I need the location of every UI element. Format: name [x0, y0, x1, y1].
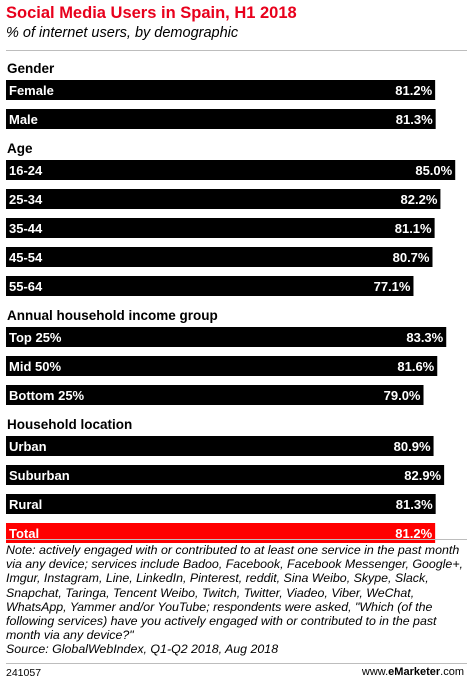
bar: [6, 436, 434, 456]
bar: [6, 160, 456, 180]
bar: [6, 189, 441, 209]
group-heading: Gender: [7, 61, 55, 76]
bar-value-label: 81.2%: [395, 83, 432, 98]
bar-label: 45-54: [9, 250, 43, 265]
bar: [6, 494, 436, 514]
group-heading: Household location: [7, 417, 132, 432]
note-text: Note: actively engaged with or contribut…: [6, 543, 463, 643]
bar: [6, 356, 438, 376]
brand-suffix: .com: [440, 666, 464, 678]
note-divider: [6, 539, 467, 540]
brand-prefix: www.: [361, 666, 389, 678]
brand-logo: www.eMarketer.com: [362, 666, 464, 678]
bar: [6, 327, 447, 347]
bar-value-label: 82.9%: [404, 468, 441, 483]
bar: [6, 276, 414, 296]
bar: [6, 523, 436, 543]
bar: [6, 109, 436, 129]
bar-value-label: 80.9%: [394, 439, 431, 454]
bar-value-label: 81.3%: [396, 112, 433, 127]
bar-label: Mid 50%: [9, 359, 61, 374]
bar-label: Male: [9, 112, 38, 127]
chart-title: Social Media Users in Spain, H1 2018: [6, 4, 297, 22]
footer-divider: [6, 663, 467, 664]
bar-label: Urban: [9, 439, 47, 454]
bar: [6, 247, 433, 267]
bar-value-label: 85.0%: [415, 163, 452, 178]
group-heading: Age: [7, 141, 33, 156]
bar-label: Suburban: [9, 468, 70, 483]
bar-label: 35-44: [9, 221, 43, 236]
group-heading: Annual household income group: [7, 308, 218, 323]
bar-label: Top 25%: [9, 330, 62, 345]
bar-label: 25-34: [9, 192, 43, 207]
bar: [6, 80, 436, 100]
bar-value-label: 79.0%: [384, 388, 421, 403]
chart-id: 241057: [6, 667, 42, 679]
bar-label: Bottom 25%: [9, 388, 85, 403]
bar: [6, 385, 424, 405]
bar-label: Rural: [9, 497, 42, 512]
bar-label: Female: [9, 83, 54, 98]
bar-label: 55-64: [9, 279, 43, 294]
bar-value-label: 81.1%: [395, 221, 432, 236]
source-text: Source: GlobalWebIndex, Q1-Q2 2018, Aug …: [6, 642, 279, 657]
bar: [6, 465, 445, 485]
bar-label: Total: [9, 526, 39, 541]
bar-value-label: 81.2%: [395, 526, 432, 541]
brand-name: eMarketer: [388, 666, 441, 678]
chart-subtitle: % of internet users, by demographic: [6, 25, 239, 41]
bar: [6, 218, 435, 238]
header-divider: [6, 50, 467, 51]
footnote: Note: actively engaged with or contribut…: [6, 543, 464, 657]
bar-value-label: 83.3%: [406, 330, 443, 345]
bar-value-label: 80.7%: [393, 250, 430, 265]
bar-value-label: 81.3%: [396, 497, 433, 512]
bar-label: 16-24: [9, 163, 43, 178]
bar-value-label: 77.1%: [374, 279, 411, 294]
bar-value-label: 81.6%: [397, 359, 434, 374]
bar-value-label: 82.2%: [401, 192, 438, 207]
